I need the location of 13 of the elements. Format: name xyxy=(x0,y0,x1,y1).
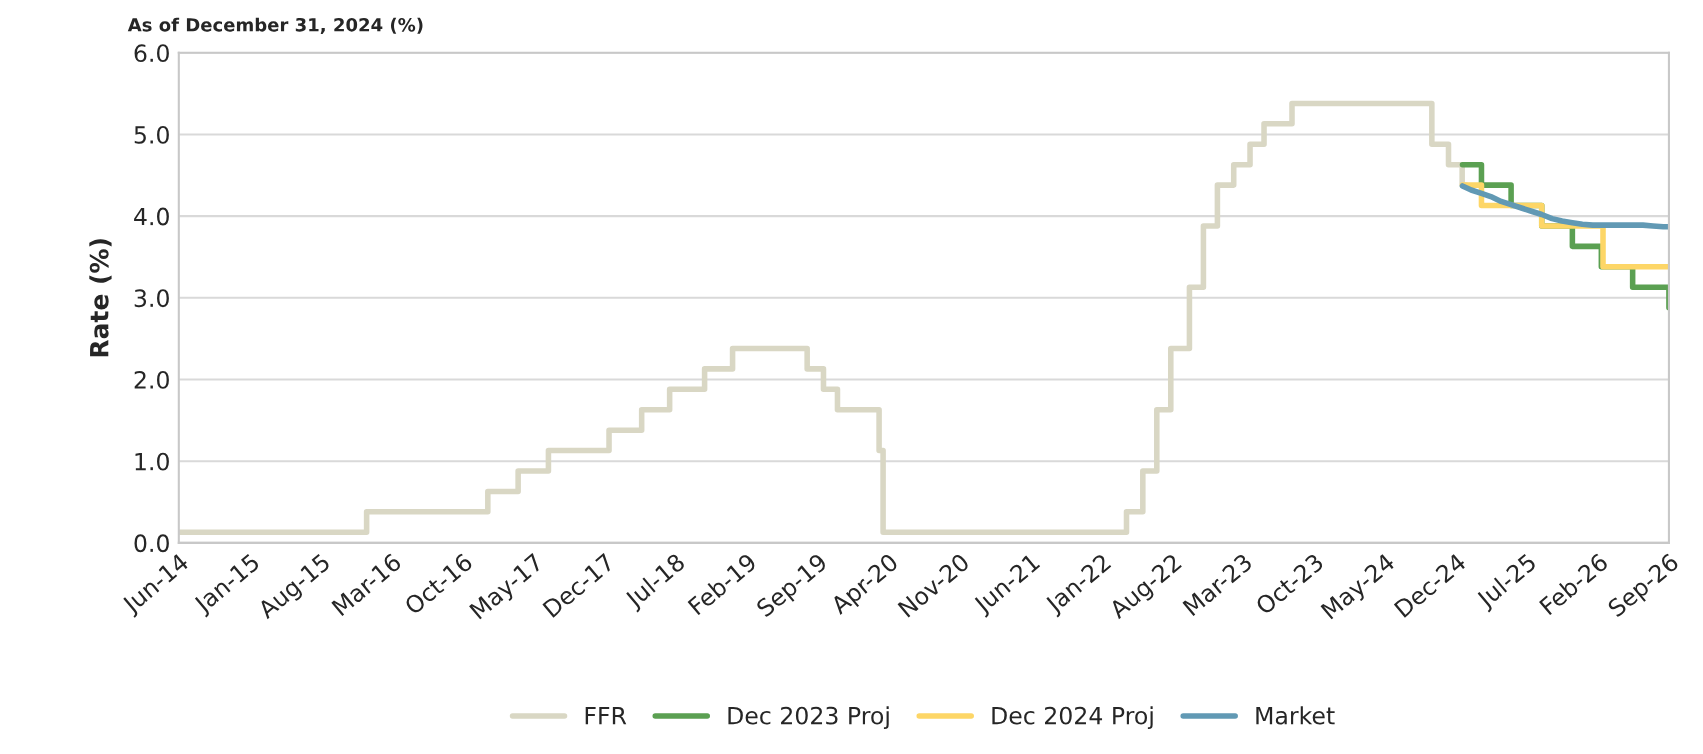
legend-label: Dec 2023 Proj xyxy=(728,706,889,730)
y-tick-label: 0.0 xyxy=(134,534,169,553)
y-tick-label: 2.0 xyxy=(134,370,169,389)
y-tick-label: 3.0 xyxy=(134,289,169,308)
y-tick-label: 6.0 xyxy=(134,44,169,63)
legend-label: Market xyxy=(1256,706,1335,725)
legend-label: FFR xyxy=(585,706,627,725)
legend-label: Dec 2024 Proj xyxy=(992,706,1153,730)
y-tick-label: 5.0 xyxy=(134,125,169,144)
y-axis-title: Rate (%) xyxy=(89,239,112,357)
y-tick-label: 4.0 xyxy=(134,207,169,226)
chart-title: As of December 31, 2024 (%) xyxy=(127,17,423,34)
y-tick-label: 1.0 xyxy=(135,452,169,471)
